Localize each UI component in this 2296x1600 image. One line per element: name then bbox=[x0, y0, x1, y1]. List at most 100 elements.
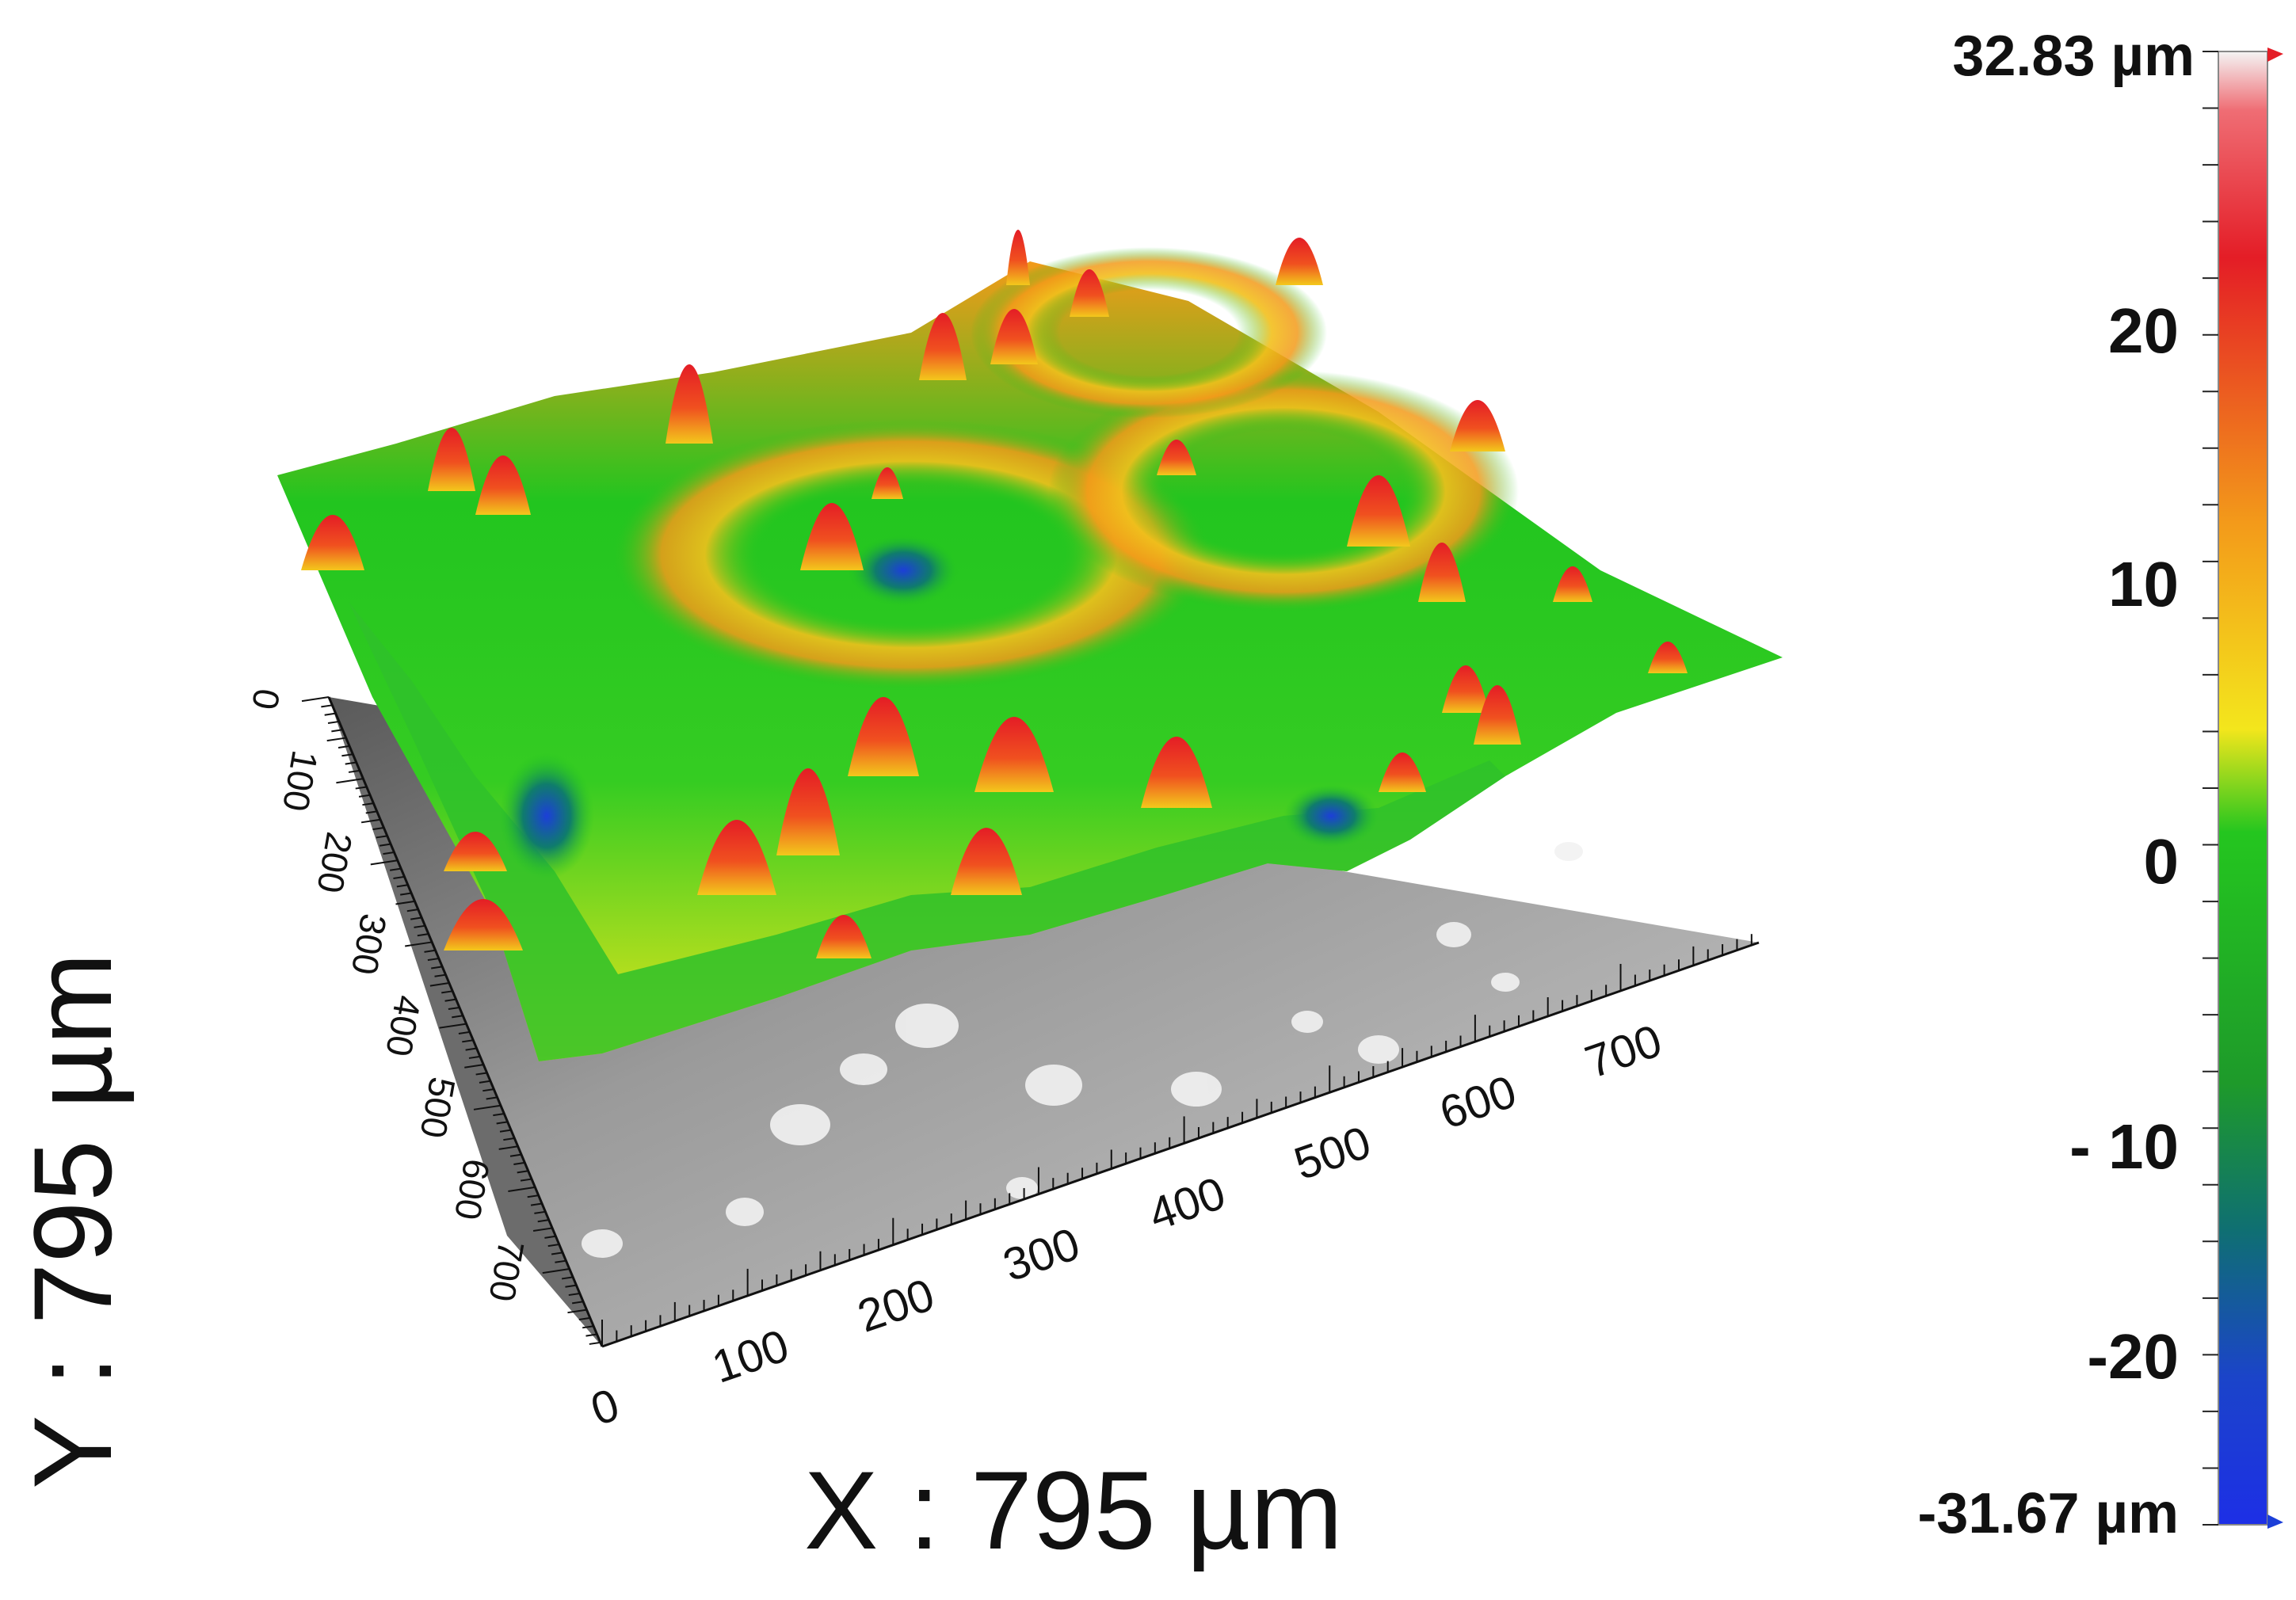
y-axis-tick bbox=[458, 1030, 471, 1034]
y-axis-tick bbox=[493, 1113, 505, 1117]
y-axis-tick bbox=[301, 696, 330, 703]
y-axis-tick bbox=[372, 827, 384, 831]
colorbar-tick-label: - 10 bbox=[2069, 1111, 2179, 1182]
colorbar-gradient bbox=[2218, 51, 2268, 1526]
y-axis-tick bbox=[496, 1121, 508, 1125]
y-axis-tick bbox=[567, 1309, 587, 1314]
y-axis-tick bbox=[585, 1333, 597, 1337]
y-axis-tick bbox=[383, 851, 395, 855]
y-axis-tick bbox=[503, 1137, 515, 1141]
y-axis-tick bbox=[555, 1259, 566, 1263]
y-axis-tick bbox=[509, 1153, 522, 1157]
y-axis-tick bbox=[434, 973, 446, 977]
y-axis-tick bbox=[376, 835, 387, 839]
y-axis-tick bbox=[486, 1096, 498, 1100]
y-axis-tick bbox=[410, 916, 422, 920]
y-axis-tick bbox=[479, 1080, 491, 1084]
y-axis-tick bbox=[348, 769, 360, 773]
y-tick-label: 700 bbox=[481, 1237, 532, 1305]
y-axis-tick bbox=[365, 810, 377, 814]
y-axis-tick bbox=[400, 892, 412, 896]
y-axis-tick bbox=[544, 1235, 556, 1239]
colorbar-min-marker bbox=[2267, 1514, 2283, 1529]
y-axis-tick bbox=[568, 1292, 580, 1297]
colorbar-tick-label: 20 bbox=[2108, 295, 2179, 366]
y-axis-tick bbox=[578, 1316, 590, 1320]
y-axis-tick bbox=[582, 1325, 594, 1329]
colorbar-max-label: 32.83 µm bbox=[1952, 25, 2195, 88]
colorbar-tick-label: 10 bbox=[2108, 549, 2179, 619]
y-axis-tick bbox=[589, 1341, 601, 1345]
y-axis-tick bbox=[327, 720, 340, 725]
y-axis-tick bbox=[473, 1104, 502, 1110]
y-axis-tick bbox=[444, 998, 456, 1002]
y-axis-tick bbox=[475, 1072, 487, 1076]
x-tick-label: 700 bbox=[1579, 1015, 1669, 1088]
y-axis-tick bbox=[561, 1276, 574, 1280]
y-axis-tick bbox=[406, 909, 418, 912]
y-axis-tick bbox=[520, 1178, 532, 1182]
y-axis-tick bbox=[534, 1210, 546, 1214]
y-axis-tick bbox=[441, 990, 453, 994]
y-axis-tick bbox=[517, 1170, 528, 1174]
x-tick-label: 600 bbox=[1433, 1065, 1523, 1139]
x-extent-label: X : 795 µm bbox=[804, 1448, 1343, 1572]
colorbar-min-label: -31.67 µm bbox=[1917, 1482, 2179, 1545]
y-tick-label: 500 bbox=[412, 1074, 463, 1141]
y-axis-tick bbox=[452, 1015, 463, 1019]
y-axis-tick bbox=[395, 900, 415, 905]
y-axis-tick bbox=[565, 1284, 577, 1288]
y-tick-label: 100 bbox=[275, 748, 326, 815]
y-axis-tick bbox=[542, 1268, 570, 1274]
y-axis-tick bbox=[571, 1301, 584, 1305]
y-axis-tick bbox=[427, 958, 440, 962]
x-tick-label: 300 bbox=[997, 1218, 1086, 1292]
y-tick-label: 0 bbox=[244, 686, 288, 713]
y-axis-tick bbox=[360, 818, 381, 824]
surface-peaks bbox=[301, 230, 1688, 958]
x-tick-label: 0 bbox=[585, 1379, 626, 1436]
y-axis-tick bbox=[448, 1006, 460, 1011]
y-axis-tick bbox=[530, 1202, 543, 1206]
y-axis-tick bbox=[465, 1047, 477, 1051]
y-tick-label: 200 bbox=[309, 829, 360, 897]
y-axis-tick bbox=[358, 794, 371, 798]
y-axis-tick bbox=[396, 884, 408, 888]
y-axis-tick bbox=[482, 1088, 494, 1092]
y-axis-tick bbox=[345, 761, 357, 765]
y-axis-tick bbox=[370, 859, 398, 866]
y-axis-tick bbox=[355, 786, 367, 790]
surface-3d bbox=[277, 230, 1783, 1061]
y-tick-label: 300 bbox=[344, 911, 395, 978]
y-axis-tick bbox=[424, 949, 436, 953]
y-axis-tick bbox=[431, 966, 443, 970]
y-axis-tick bbox=[439, 1023, 467, 1029]
y-axis-tick bbox=[537, 1219, 549, 1223]
y-axis-tick bbox=[341, 753, 353, 757]
x-tick-label: 500 bbox=[1288, 1116, 1378, 1190]
y-axis-tick bbox=[379, 843, 391, 847]
y-axis-tick bbox=[532, 1227, 553, 1232]
y-axis-tick bbox=[414, 924, 425, 928]
colorbar: 32.83 µm -31.67 µm 20 10 0 - 10 -20 bbox=[1917, 25, 2283, 1545]
y-axis-tick bbox=[527, 1194, 539, 1198]
y-axis-tick bbox=[331, 729, 343, 733]
y-axis-tick bbox=[324, 712, 336, 716]
y-axis-tick bbox=[498, 1145, 518, 1150]
y-axis-tick bbox=[468, 1055, 481, 1059]
y-axis-tick bbox=[393, 875, 405, 880]
y-axis-tick bbox=[417, 933, 429, 937]
y-axis-tick bbox=[362, 802, 374, 806]
y-axis-tick bbox=[389, 867, 402, 871]
y-axis-tick bbox=[508, 1186, 536, 1192]
y-axis-tick bbox=[551, 1251, 563, 1255]
y-axis-tick bbox=[326, 737, 346, 742]
y-tick-label: 400 bbox=[378, 992, 429, 1060]
y-axis-tick bbox=[336, 778, 364, 784]
y-axis-tick bbox=[321, 704, 333, 708]
y-axis-tick bbox=[513, 1161, 525, 1166]
colorbar-tick-label: -20 bbox=[2087, 1321, 2179, 1392]
y-axis-tick bbox=[429, 982, 450, 987]
y-tick-label: 600 bbox=[447, 1156, 498, 1223]
